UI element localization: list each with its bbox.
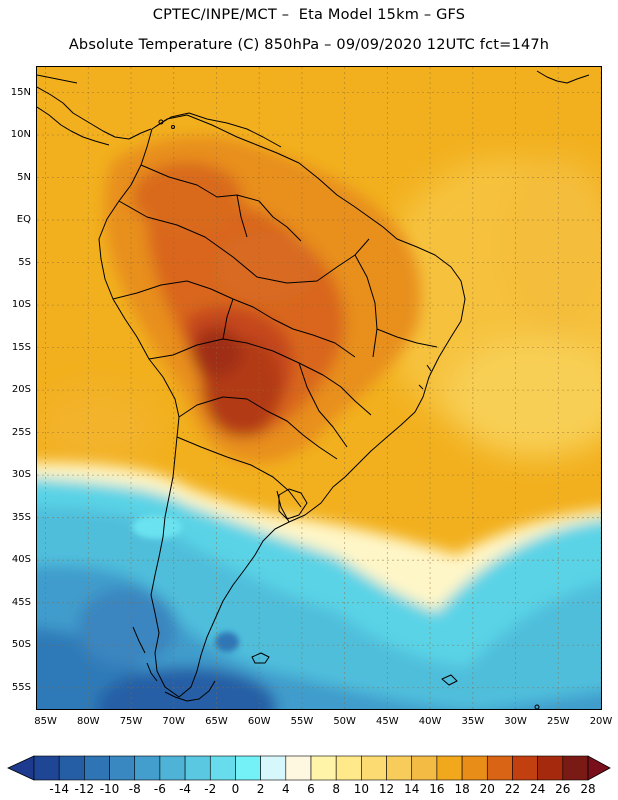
colorbar-label: -2 <box>204 782 217 796</box>
lon-label: 55W <box>290 716 314 727</box>
lon-label: 70W <box>162 716 186 727</box>
colorbar-label: 18 <box>454 782 470 796</box>
lat-label: 50S <box>11 639 31 651</box>
lat-label: 10S <box>11 299 31 311</box>
colorbar-label: 0 <box>231 782 240 796</box>
colorbar-cell <box>537 755 564 781</box>
lat-label: 35S <box>11 511 31 523</box>
warm-bands <box>37 157 601 467</box>
colorbar-cell <box>109 755 136 781</box>
colorbar-label: 26 <box>555 782 571 796</box>
colorbar-label: 22 <box>504 782 521 796</box>
colorbar-high-arrow <box>587 755 611 781</box>
lat-label: 45S <box>11 596 31 608</box>
colorbar-cell <box>235 755 261 781</box>
map-title: CPTEC/INPE/MCT – Eta Model 15km – GFS <box>152 7 466 23</box>
lat-label: 30S <box>11 469 31 481</box>
lon-label: 45W <box>376 716 399 727</box>
cool-pockets <box>132 515 239 652</box>
colorbar-cell <box>84 755 110 781</box>
colorbar-label: -6 <box>153 782 166 796</box>
colorbar-label: 14 <box>404 782 420 796</box>
colorbar-cell <box>562 755 589 781</box>
map-subtitle: Absolute Temperature (C) 850hPa – 09/09/… <box>68 37 550 53</box>
colorbar-cell <box>209 755 236 781</box>
colorbar-label: 8 <box>332 782 340 796</box>
lon-label: 30W <box>504 716 527 727</box>
colorbar-cell <box>386 755 413 781</box>
colorbar-cell <box>335 755 362 781</box>
lon-label: 35W <box>461 716 485 727</box>
small-islands <box>158 119 540 709</box>
cool-field <box>37 462 601 709</box>
lon-label: 60W <box>247 716 271 727</box>
colorbar-cell <box>285 755 312 781</box>
graticule <box>37 67 601 709</box>
colorbar-label: 16 <box>429 782 445 796</box>
lat-label: 10N <box>10 129 31 141</box>
temperature-map <box>36 66 602 710</box>
lon-label: 85W <box>34 716 57 727</box>
colorbar-label: -10 <box>99 782 120 796</box>
colorbar-label: 2 <box>256 782 265 796</box>
colorbar-label: 4 <box>281 782 290 796</box>
colorbar-cell <box>411 755 438 781</box>
lat-label: EQ <box>16 214 31 226</box>
colorbar-label: -8 <box>128 782 141 796</box>
colorbar-cell <box>361 755 387 781</box>
colorbar-cell <box>260 755 287 781</box>
lat-label: 55S <box>11 681 31 693</box>
lat-label: 15S <box>11 341 31 353</box>
lat-label: 5N <box>17 171 31 183</box>
colorbar <box>7 755 611 781</box>
colorbar-label: -12 <box>74 782 95 796</box>
lat-label: 5S <box>18 256 31 268</box>
lon-label: 80W <box>76 716 100 727</box>
colorbar-label: 24 <box>529 782 546 796</box>
colorbar-cells <box>33 755 589 781</box>
colorbar-label: -14 <box>49 782 69 796</box>
continental-heat <box>104 136 421 463</box>
colorbar-label: 20 <box>479 782 495 796</box>
colorbar-low-arrow <box>7 755 35 781</box>
colorbar-cell <box>134 755 161 781</box>
colorbar-cell <box>512 755 538 781</box>
colorbar-label: 10 <box>353 782 369 796</box>
lat-label: 25S <box>11 426 31 438</box>
colorbar-cell <box>436 755 463 781</box>
lon-label: 20W <box>589 716 613 727</box>
colorbar-label: 12 <box>378 782 395 796</box>
colorbar-label: 6 <box>307 782 315 796</box>
lon-label: 25W <box>546 716 570 727</box>
colorbar-label: -4 <box>179 782 192 796</box>
lon-label: 50W <box>333 716 356 727</box>
colorbar-cell <box>33 755 60 781</box>
lat-label: 15N <box>10 86 31 98</box>
colorbar-cell <box>58 755 85 781</box>
colorbar-cell <box>461 755 488 781</box>
colorbar-cell <box>310 755 337 781</box>
lat-label: 40S <box>11 554 31 566</box>
lon-label: 40W <box>418 716 442 727</box>
colorbar-cell <box>159 755 186 781</box>
lon-label: 65W <box>205 716 228 727</box>
lon-label: 75W <box>119 716 143 727</box>
lat-label: 20S <box>11 384 31 396</box>
colorbar-cell <box>184 755 211 781</box>
colorbar-label: 28 <box>580 782 596 796</box>
coastlines <box>37 70 590 702</box>
colorbar-cell <box>486 755 513 781</box>
